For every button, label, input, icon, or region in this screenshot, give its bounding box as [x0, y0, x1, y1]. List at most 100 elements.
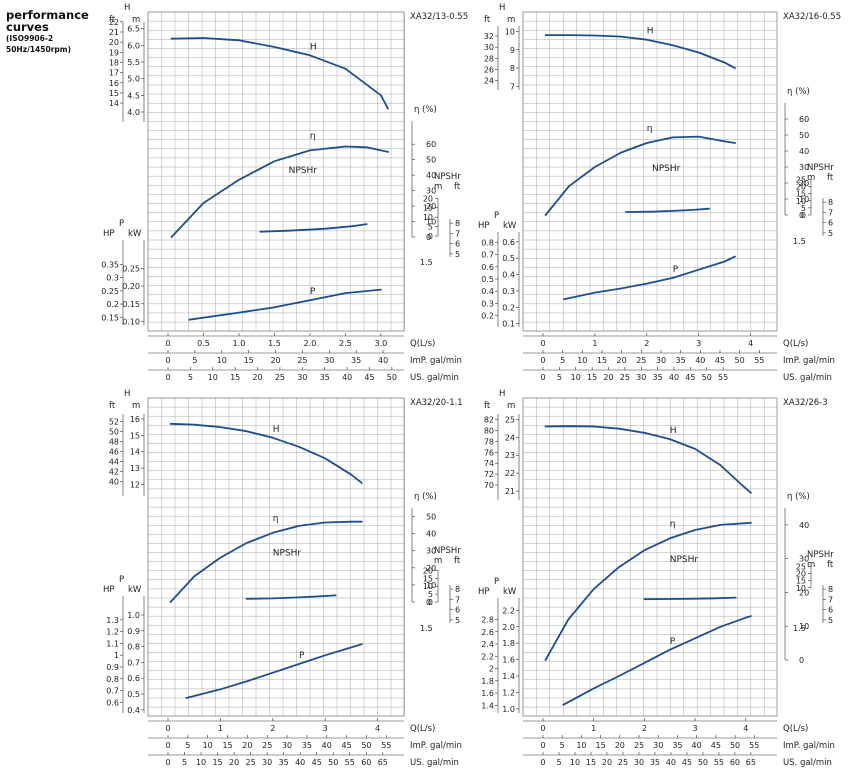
us-axis-tick-label: 55	[345, 758, 355, 767]
chart-grid	[147, 11, 405, 332]
h-ft-tick-label: 44	[109, 457, 119, 466]
us-axis-tick-label: 50	[698, 758, 708, 767]
q-axis-tick-label: 1.5	[268, 339, 281, 348]
npsh-curve	[643, 596, 737, 601]
imp-axis-tick-label: 30	[653, 741, 663, 750]
imp-axis-tick-label: 10	[217, 356, 227, 365]
h-m-tick-label: 4.0	[127, 108, 140, 117]
p-hp-tick-label: 1.3	[106, 616, 119, 625]
us-axis-tick-label: 5	[182, 758, 187, 767]
h-curve	[169, 422, 363, 484]
h-axis-title: H	[124, 389, 130, 399]
npsh-m-tick-label: 0	[428, 232, 433, 241]
p-hp-unit: HP	[478, 587, 490, 597]
h-ft-unit: ft	[484, 401, 491, 411]
npsh-m-tick-label: 5	[801, 204, 806, 213]
chart-grid	[522, 11, 777, 332]
eta-tick-label: 30	[426, 187, 436, 196]
eta-tick-label: 10	[426, 581, 436, 590]
eta-tick-label: 10	[799, 622, 809, 631]
us-axis-tick-label: 65	[746, 758, 756, 767]
npsh-ft-unit: ft	[454, 182, 461, 192]
h-curve	[170, 37, 389, 110]
us-axis-tick-label: 35	[320, 373, 330, 382]
us-axis-tick-label: 5	[556, 758, 561, 767]
eta-curve	[170, 145, 389, 238]
p-hp-tick-label: 0.6	[106, 698, 119, 707]
p-kw-tick-label: 0.6	[502, 238, 515, 247]
eta-curve	[544, 522, 752, 661]
h-m-unit: m	[507, 15, 515, 25]
p-kw-tick-label: 1.0	[502, 705, 515, 714]
p-curve	[188, 288, 382, 321]
npsh-ft-tick-label: 6	[828, 219, 833, 228]
h-m-tick-label: 21	[505, 487, 515, 496]
us-axis-tick-label: 15	[587, 373, 597, 382]
imp-axis-tick-label: 35	[672, 741, 682, 750]
h-ft-unit: ft	[484, 15, 491, 25]
npsh-ft-unit: ft	[454, 556, 461, 566]
imp-axis-tick-label: 5	[185, 741, 190, 750]
us-axis-tick-label: 40	[666, 758, 676, 767]
imp-axis-tick-label: 20	[270, 356, 280, 365]
h-m-unit: m	[507, 401, 515, 411]
h-ft-tick-label: 17	[109, 69, 119, 78]
h-ft-tick-label: 46	[109, 447, 119, 456]
h-m-tick-label: 16	[130, 415, 140, 424]
p-kw-tick-label: 0.20	[122, 282, 140, 291]
eta-tick-label: 40	[426, 530, 436, 539]
q-axis-tick-label: 0	[165, 724, 170, 733]
p-kw-tick-label: 0.7	[127, 658, 140, 667]
us-axis-tick-label: 0	[540, 758, 545, 767]
chart-grid	[522, 397, 777, 717]
p-hp-tick-label: 0.3	[106, 274, 119, 283]
imp-axis-tick-label: 15	[597, 356, 607, 365]
h-m-tick-label: 13	[130, 464, 140, 473]
h-m-tick-label: 6.5	[127, 25, 140, 34]
eta-tick-label: 50	[426, 156, 436, 165]
npsh-m-tick-label: 10	[423, 582, 433, 591]
npsh-ft-sub-label: 1.5	[793, 237, 806, 246]
p-kw-tick-label: 0.3	[502, 287, 515, 296]
eta-curve-label: η	[670, 519, 676, 529]
npsh-m-tick-label: 20	[423, 194, 433, 203]
h-curve-label: H	[670, 426, 677, 436]
p-kw-tick-label: 1.0	[127, 611, 140, 620]
us-axis-tick-label: 40	[342, 373, 352, 382]
p-kw-unit: kW	[503, 587, 517, 597]
q-axis-tick-label: 2.5	[339, 339, 352, 348]
p-curve-label: P	[673, 265, 679, 275]
us-axis-tick-label: 40	[295, 758, 305, 767]
imp-axis-tick-label: 5	[192, 356, 197, 365]
p-axis-title: P	[119, 219, 124, 229]
npsh-m-tick-label: 10	[796, 584, 806, 593]
us-axis-tick-label: 30	[634, 758, 644, 767]
p-curve	[562, 615, 752, 706]
q-axis-tick-label: 1	[592, 339, 597, 348]
q-axis-tick-label: 1	[591, 724, 596, 733]
imp-axis-tick-label: 55	[754, 356, 764, 365]
npsh-ft-tick-label: 6	[828, 606, 833, 615]
p-kw-tick-label: 1.4	[502, 672, 515, 681]
eta-axis-title: η (%)	[414, 492, 437, 502]
chart-grid	[147, 397, 405, 717]
imp-axis-tick-label: 25	[297, 356, 307, 365]
us-axis-tick-label: 55	[714, 758, 724, 767]
us-axis-tick-label: 55	[718, 373, 728, 382]
npsh-ft-tick-label: 7	[828, 208, 833, 217]
us-axis-tick-label: 0	[540, 373, 545, 382]
eta-axis-title: η (%)	[414, 105, 437, 115]
h-ft-tick-label: 21	[109, 28, 119, 37]
h-ft-tick-label: 26	[484, 65, 494, 74]
h-ft-tick-label: 22	[109, 18, 119, 27]
h-ft-tick-label: 32	[484, 32, 494, 41]
npsh-curve-label: NPSHr	[289, 166, 318, 176]
npsh-m-unit: m	[434, 182, 442, 192]
h-ft-tick-label: 40	[109, 477, 119, 486]
p-hp-tick-label: 1.8	[481, 677, 494, 686]
us-axis-tick-label: 60	[730, 758, 740, 767]
h-m-tick-label: 25	[505, 415, 515, 424]
h-axis-title: H	[124, 3, 130, 13]
npsh-ft-tick-label: 5	[455, 616, 460, 625]
q-axis-tick-label: 0	[540, 724, 545, 733]
